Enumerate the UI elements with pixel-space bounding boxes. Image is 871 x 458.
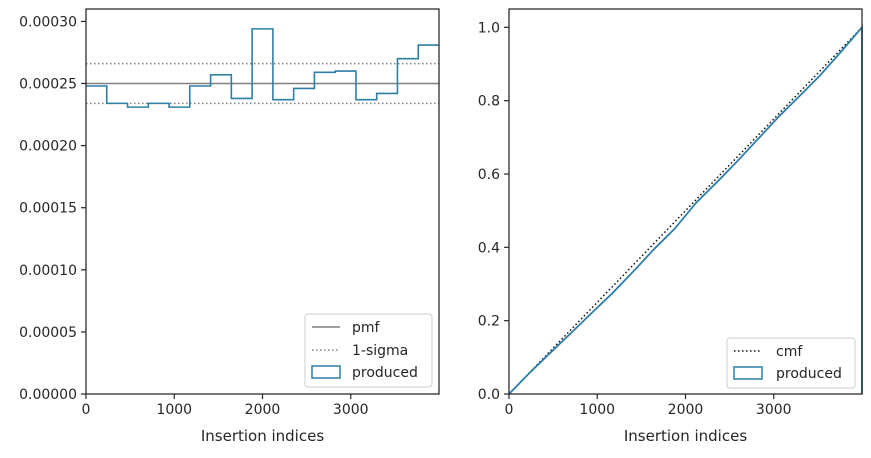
left-y-tick-label: 0.00015 xyxy=(19,201,77,217)
left-x-tick-label: 0 xyxy=(82,402,91,418)
legend-1-sigma-label: 1-sigma xyxy=(352,343,408,359)
produced-cumulative-line xyxy=(508,24,863,395)
left-x-tick-label: 1000 xyxy=(156,402,192,418)
left-y-tick-label: 0.00025 xyxy=(19,77,77,93)
pmf-histogram-panel: 0 1000 2000 3000 0.00000 0.00005 0.00010 0.0001… xyxy=(19,8,440,445)
left-y-tick-label: 0.00020 xyxy=(19,139,77,155)
left-y-tick-label: 0.00010 xyxy=(19,263,77,279)
right-axes-frame xyxy=(508,8,863,395)
right-y-tick-label: 0.4 xyxy=(478,240,500,256)
right-y-tick-label: 0.6 xyxy=(478,167,500,183)
cmf-line xyxy=(508,26,863,395)
right-x-tick-label: 3000 xyxy=(756,402,792,418)
legend-produced-label: produced xyxy=(352,365,418,381)
left-legend-box xyxy=(304,313,433,388)
legend-pmf-label: pmf xyxy=(352,320,381,336)
right-x-axis-label: Insertion indices xyxy=(624,427,747,445)
right-y-tick-label: 0.8 xyxy=(478,94,500,110)
right-y-tick-label: 0.0 xyxy=(478,387,500,403)
left-axis-ticks: 0 1000 2000 3000 0.00000 0.00005 0.00010 0.0001… xyxy=(19,14,368,418)
legend-cmf-label: cmf xyxy=(776,344,803,360)
left-plot-area xyxy=(86,28,439,108)
left-legend: pmf 1-sigma produced xyxy=(304,313,433,388)
legend-produced-swatch xyxy=(311,365,341,379)
right-legend: cmf produced xyxy=(726,337,856,389)
legend-produced-label: produced xyxy=(776,366,842,382)
left-x-tick-label: 2000 xyxy=(245,402,281,418)
right-plot-area xyxy=(508,24,863,395)
left-x-axis-label: Insertion indices xyxy=(201,427,324,445)
right-x-tick-label: 0 xyxy=(505,402,514,418)
left-y-tick-label: 0.00030 xyxy=(19,14,77,30)
right-y-tick-label: 0.2 xyxy=(478,314,500,330)
left-y-tick-label: 0.00000 xyxy=(19,387,77,403)
legend-produced-swatch xyxy=(733,366,763,380)
right-axis-ticks: 0 1000 2000 3000 0.0 0.2 0.4 0.6 0.8 1.0 xyxy=(478,20,792,418)
left-x-tick-label: 3000 xyxy=(333,402,369,418)
right-x-tick-label: 1000 xyxy=(579,402,615,418)
left-y-tick-label: 0.00005 xyxy=(19,325,77,341)
right-y-tick-label: 1.0 xyxy=(478,20,500,36)
right-x-tick-label: 2000 xyxy=(668,402,704,418)
left-axes-frame xyxy=(85,8,440,395)
produced-histogram-step xyxy=(86,28,439,108)
cmf-cumulative-panel: 0 1000 2000 3000 0.0 0.2 0.4 0.6 0.8 1.0 Insertio… xyxy=(478,8,863,445)
